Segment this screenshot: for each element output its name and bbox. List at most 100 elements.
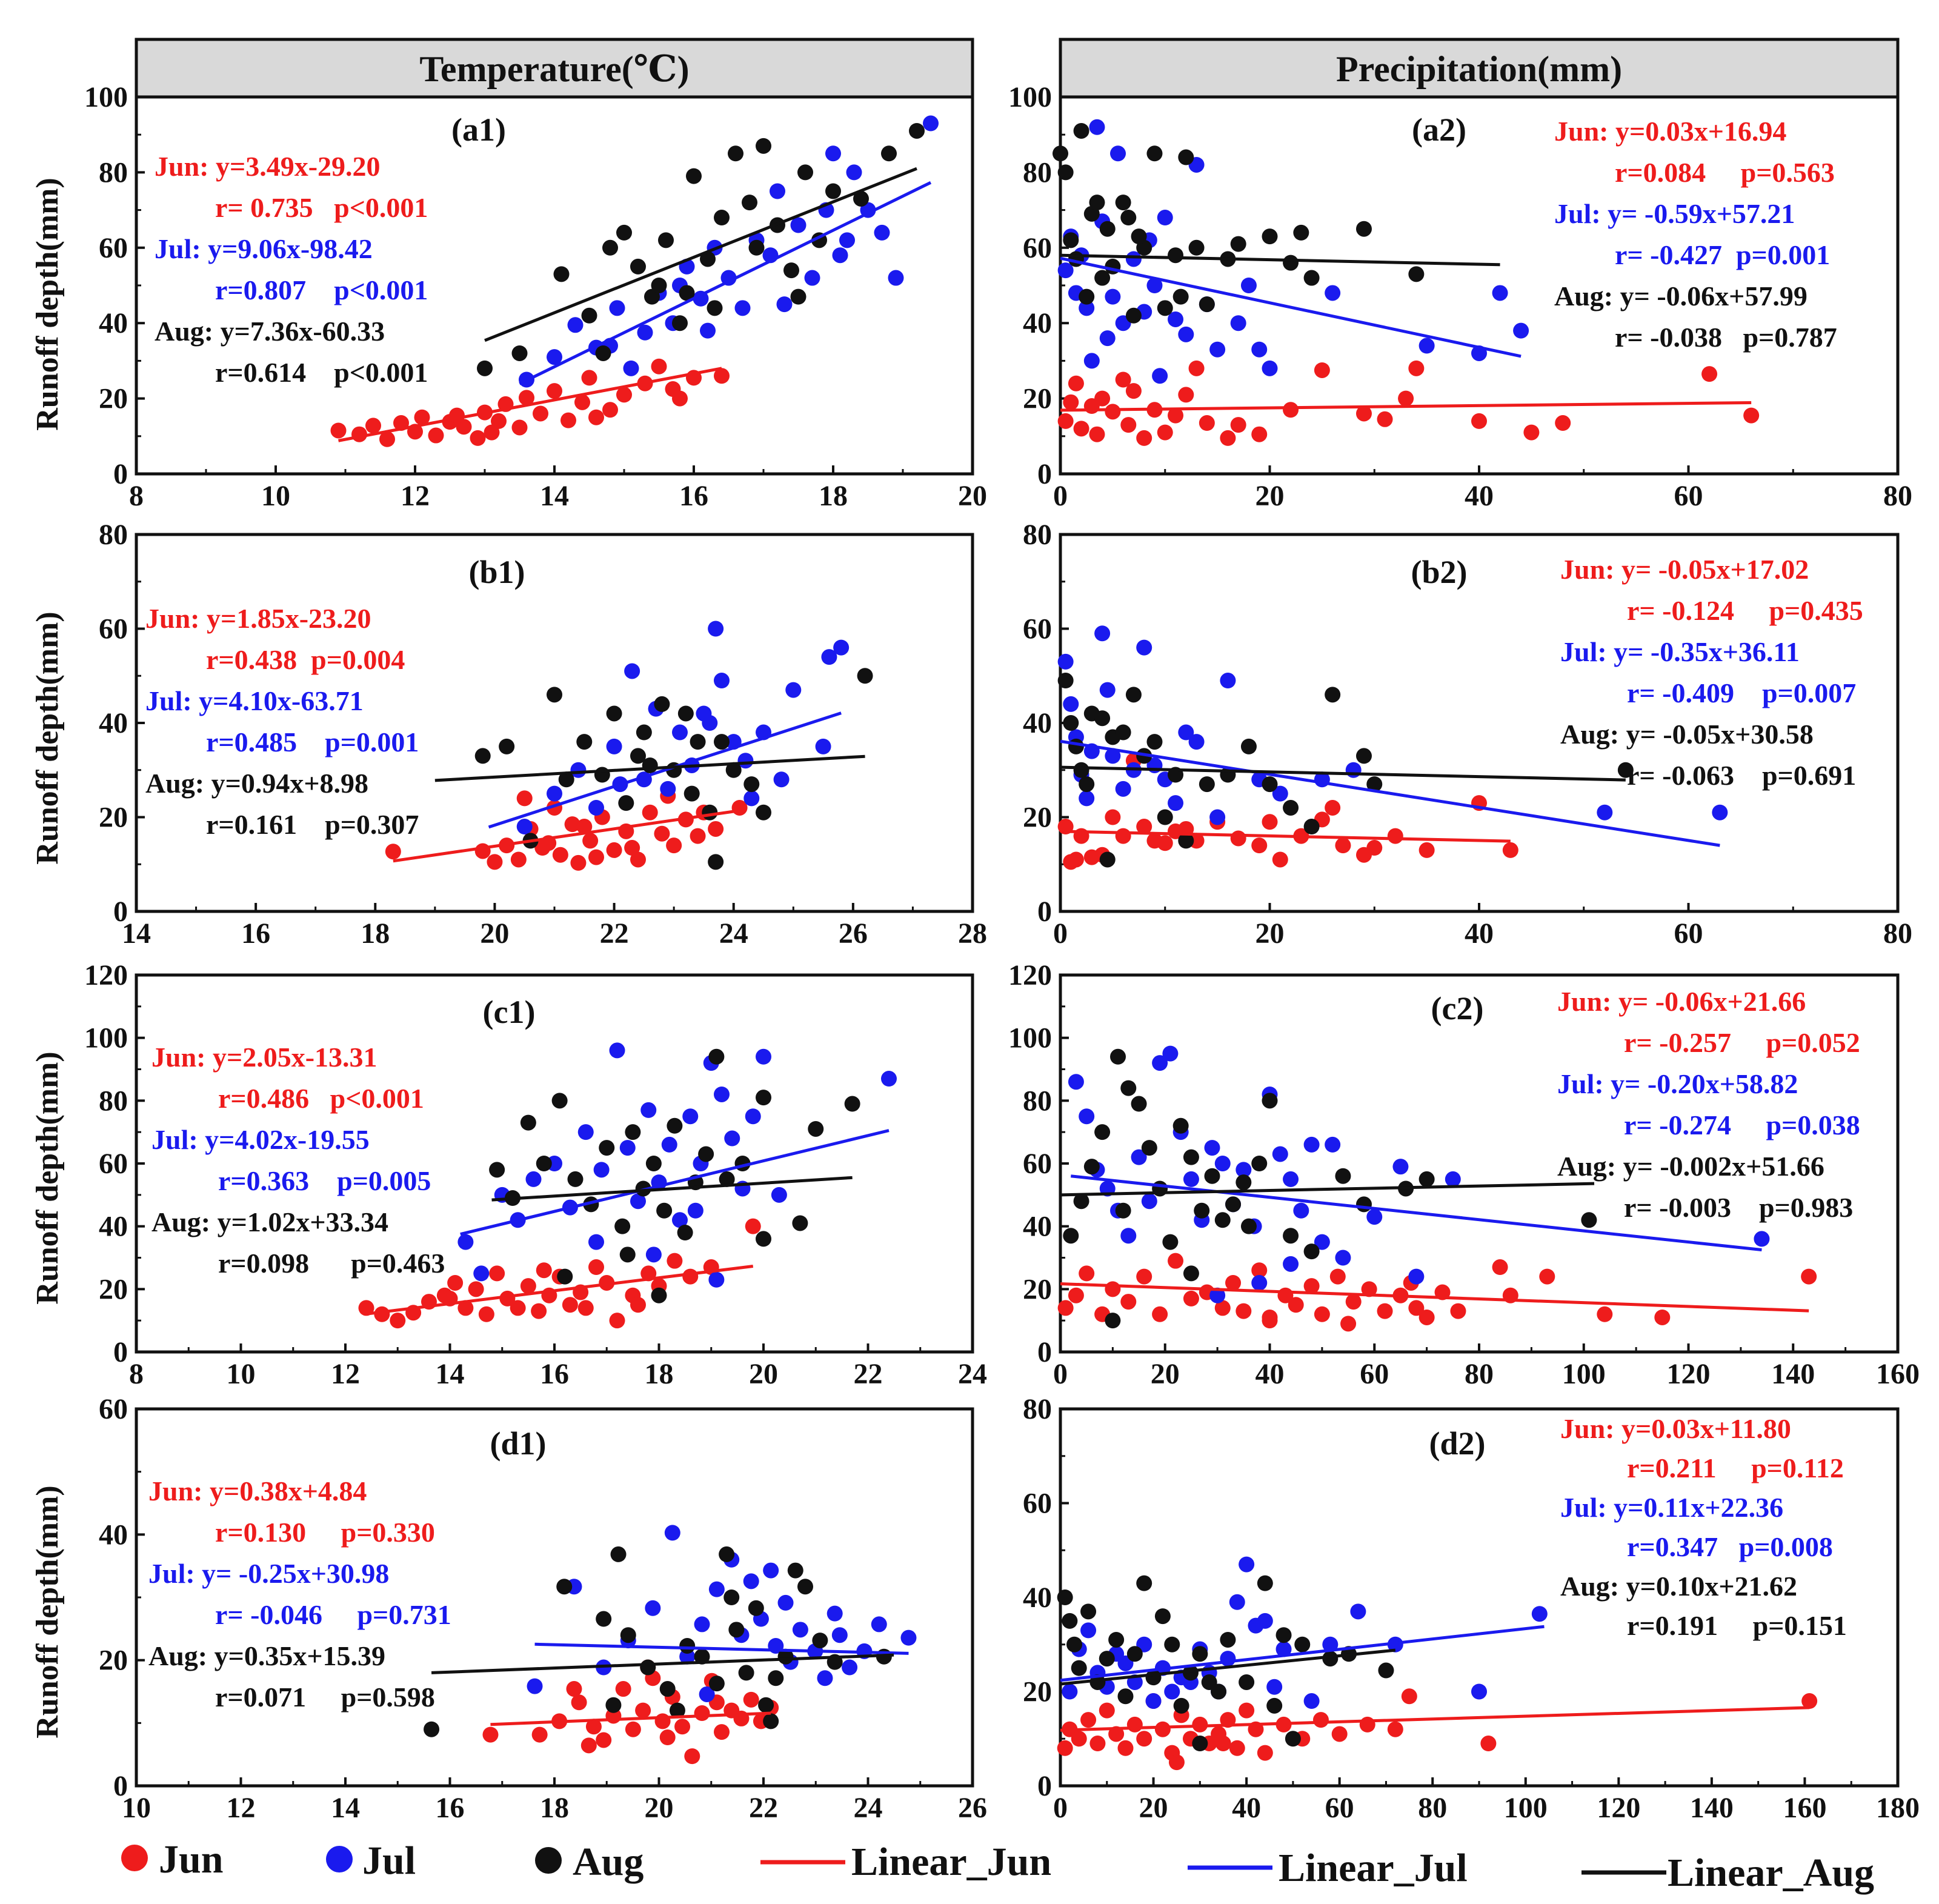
- point-aug-b2: [1199, 776, 1215, 793]
- y-tick-label-d2: 20: [1023, 1676, 1052, 1708]
- stat-equation-aug-b2: Aug: y= -0.05x+30.58: [1560, 719, 1814, 750]
- point-aug-c1: [667, 1117, 683, 1134]
- point-jun-c2: [1329, 1268, 1346, 1285]
- y-tick-label-c1: 40: [99, 1211, 128, 1243]
- point-jul-c2: [1079, 1108, 1095, 1125]
- point-jun-d2: [1387, 1721, 1403, 1737]
- x-tick-label-a2: 60: [1674, 480, 1703, 512]
- fit-line-jul-a1: [519, 181, 932, 385]
- point-jun-a2: [1220, 430, 1236, 446]
- point-aug-a1: [602, 239, 618, 256]
- point-jun-a2: [1089, 426, 1105, 442]
- point-jun-b2: [1272, 851, 1288, 868]
- point-aug-c2: [1303, 1243, 1320, 1260]
- point-jun-b2: [1387, 828, 1403, 844]
- point-aug-b2: [1617, 762, 1634, 778]
- point-aug-d1: [640, 1659, 656, 1676]
- point-jun-c2: [1418, 1309, 1435, 1325]
- point-aug-d2: [1071, 1660, 1087, 1676]
- point-aug-d1: [659, 1681, 676, 1697]
- point-jun-d2: [1229, 1740, 1245, 1756]
- x-tick-label-a2: 0: [1053, 480, 1068, 512]
- point-jun-c1: [374, 1306, 390, 1322]
- y-tick-label-b2: 0: [1037, 896, 1052, 928]
- point-jun-a2: [1115, 371, 1131, 388]
- fit-line-jul-c1: [460, 1129, 890, 1236]
- point-aug-d2: [1126, 1646, 1143, 1662]
- stat-r-p-aug-c2: r= -0.003 p=0.983: [1624, 1192, 1853, 1223]
- point-jun-b2: [1355, 847, 1372, 863]
- point-jun-a1: [365, 418, 381, 434]
- x-tick-label-b1: 24: [719, 917, 748, 950]
- point-jun-a2: [1251, 426, 1268, 442]
- point-jul-a2: [1099, 330, 1116, 347]
- point-aug-d1: [738, 1665, 754, 1681]
- fit-line-jun-c1: [366, 1265, 754, 1316]
- header-temperature-label: Temperature(℃): [419, 49, 689, 89]
- point-jun-c1: [588, 1259, 604, 1276]
- point-aug-c1: [698, 1146, 714, 1162]
- point-aug-b1: [576, 734, 593, 750]
- point-aug-d2: [1154, 1608, 1171, 1625]
- point-aug-a1: [630, 258, 646, 275]
- point-aug-b1: [756, 804, 771, 821]
- point-jun-b2: [1502, 842, 1518, 858]
- x-tick-label-c1: 8: [129, 1358, 144, 1390]
- stat-equation-jul-a1: Jul: y=9.06x-98.42: [155, 233, 373, 264]
- point-aug-b2: [1063, 715, 1079, 731]
- point-jul-a2: [1146, 278, 1163, 293]
- point-jun-b1: [666, 837, 682, 854]
- point-jul-d2: [1239, 1556, 1255, 1573]
- x-tick-label-c2: 20: [1151, 1358, 1180, 1390]
- point-jul-c1: [645, 1247, 662, 1263]
- fit-line-jul-d1: [534, 1642, 909, 1655]
- point-aug-d1: [669, 1702, 685, 1719]
- point-jul-c2: [1131, 1149, 1147, 1165]
- stat-r-p-jul-a2: r= -0.427 p=0.001: [1615, 239, 1830, 270]
- x-tick-label-b2: 80: [1883, 917, 1912, 950]
- stat-equation-aug-c1: Aug: y=1.02x+33.34: [151, 1207, 388, 1237]
- point-jul-b1: [785, 682, 802, 698]
- y-tick-label-a2: 40: [1023, 307, 1052, 339]
- point-aug-b2: [1325, 687, 1341, 703]
- point-jun-a1: [428, 427, 444, 444]
- legend-label-linear-aug: Linear_Aug: [1668, 1851, 1874, 1895]
- fit-line-aug-a2: [1060, 253, 1500, 267]
- point-jul-c1: [588, 1234, 604, 1250]
- y-tick-label-b1: 20: [99, 802, 128, 834]
- x-tick-label-c1: 22: [854, 1358, 883, 1390]
- point-aug-d2: [1099, 1651, 1115, 1667]
- point-aug-c2: [1094, 1124, 1111, 1140]
- y-tick-label-c2: 100: [1008, 1022, 1052, 1054]
- point-jun-a2: [1073, 421, 1089, 437]
- x-tick-label-d2: 60: [1325, 1792, 1354, 1824]
- y-tick-label-d1: 60: [99, 1393, 128, 1425]
- x-tick-label-a1: 18: [819, 480, 848, 512]
- point-aug-d2: [1322, 1651, 1339, 1667]
- x-tick-label-d1: 24: [854, 1792, 883, 1824]
- x-tick-label-a1: 10: [261, 480, 290, 512]
- point-jul-b1: [606, 738, 622, 754]
- point-aug-d1: [610, 1546, 627, 1562]
- point-jun-d2: [1239, 1702, 1255, 1719]
- point-aug-a2: [1283, 255, 1299, 271]
- point-aug-a1: [511, 345, 528, 361]
- point-jul-c2: [1236, 1162, 1252, 1178]
- point-jun-a1: [449, 407, 465, 424]
- point-jul-d1: [699, 1686, 715, 1702]
- point-jul-c2: [1408, 1268, 1425, 1285]
- point-aug-a1: [477, 360, 493, 376]
- point-jun-d1: [694, 1705, 710, 1722]
- point-jun-a1: [714, 368, 730, 384]
- point-jun-d1: [635, 1702, 651, 1719]
- y-tick-label-c1: 80: [99, 1085, 128, 1117]
- point-jul-c2: [1325, 1136, 1341, 1153]
- point-jun-a1: [616, 387, 632, 403]
- stat-r-p-jun-d1: r=0.130 p=0.330: [215, 1517, 435, 1548]
- panel-b2: 0 20 40 60 80 0 20 40 60 80 (b2) Jun: y= -0.05x+17.…: [1023, 519, 1912, 950]
- point-aug-c2: [1418, 1171, 1435, 1187]
- point-jun-c1: [520, 1278, 536, 1294]
- stat-r-p-jul-d1: r= -0.046 p=0.731: [215, 1599, 451, 1630]
- stat-r-p-jun-c1: r=0.486 p<0.001: [218, 1083, 424, 1114]
